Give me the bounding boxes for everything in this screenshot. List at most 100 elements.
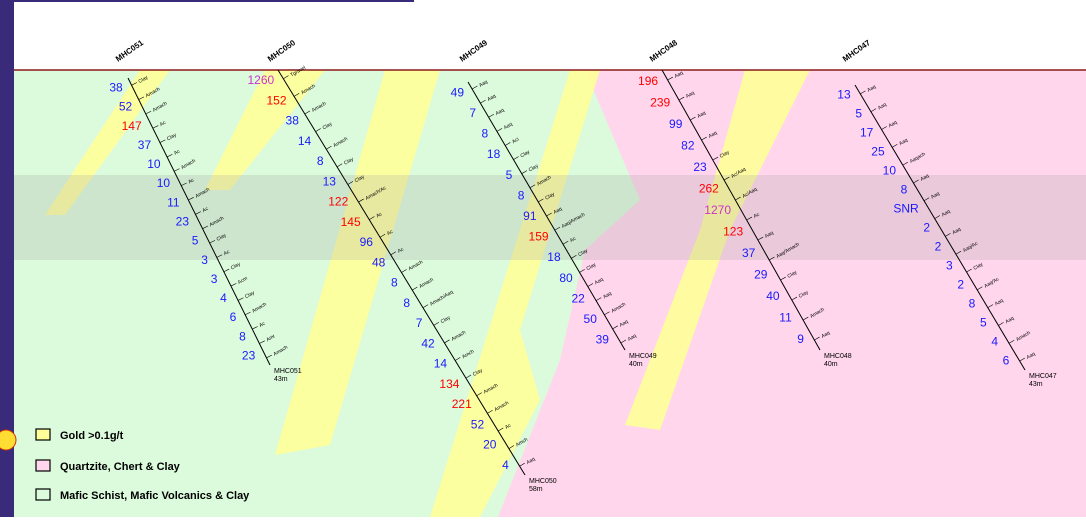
assay-value: 14	[298, 134, 312, 148]
depth-tick	[152, 125, 159, 129]
lithology-label: Amch	[515, 437, 529, 449]
depth-tick	[223, 268, 230, 272]
depth-tick	[315, 128, 321, 132]
depth-tick	[252, 326, 258, 330]
depth-tick	[166, 153, 173, 158]
lithology-label: Aaq	[619, 319, 630, 329]
legend-label-mafic: Mafic Schist, Mafic Volcanics & Clay	[60, 490, 250, 502]
lithology-label: Ac	[753, 211, 761, 219]
lithology-label: Clay	[544, 191, 556, 201]
gold-band-5	[625, 70, 810, 430]
lithology-label: Clay	[973, 261, 985, 271]
lithology-label: Aaq	[1026, 351, 1037, 361]
lithology-label: Aaq	[866, 84, 877, 94]
depth-tick	[465, 374, 472, 379]
depth-tick	[433, 321, 439, 326]
hole-name: MHC047	[841, 38, 872, 64]
lithology-label: Clay	[322, 121, 334, 131]
depth-tick	[293, 93, 300, 97]
assay-value: 38	[109, 81, 123, 95]
depth-tick	[508, 445, 515, 449]
assay-value: 39	[596, 333, 610, 347]
hole-name: MHC048	[648, 38, 679, 64]
depth-tick	[496, 128, 503, 132]
assay-value: 37	[138, 138, 152, 152]
lithology-label: Ac	[397, 246, 405, 254]
depth-tick	[476, 392, 482, 397]
depth-tick	[131, 82, 138, 86]
lithology-label: Aaq	[685, 90, 696, 100]
depth-tick	[791, 296, 798, 301]
assay-value: 8	[482, 127, 489, 141]
assay-value: 8	[518, 188, 525, 202]
depth-tick	[735, 196, 741, 201]
assay-value: 25	[871, 145, 885, 159]
assay-value: 262	[699, 181, 719, 195]
left-ornament	[0, 429, 17, 451]
depth-tick	[379, 233, 386, 238]
assay-value: 6	[1003, 354, 1010, 368]
lithology-label: Ac	[569, 236, 577, 244]
assay-value: 49	[451, 85, 465, 99]
depth-tick	[571, 255, 577, 259]
highlight-band	[14, 175, 1086, 260]
depth-tick	[444, 339, 450, 344]
legend-swatch-mafic	[35, 488, 51, 501]
depth-tick	[780, 276, 786, 281]
depth-tick	[923, 197, 930, 202]
assay-value: 10	[147, 157, 161, 171]
assay-value: 4	[991, 335, 998, 349]
lithology-label: Clay	[244, 290, 256, 300]
depth-tick	[304, 110, 311, 115]
legend-swatch-gold	[35, 428, 51, 441]
depth-tick	[497, 427, 504, 432]
hole-end-name: MHC050	[529, 478, 557, 485]
assay-value: 2	[957, 278, 964, 292]
depth-tick	[195, 211, 201, 215]
depth-tick	[480, 99, 486, 104]
hole-name: MHC050	[266, 38, 297, 64]
depth-tick	[216, 254, 223, 258]
depth-tick	[723, 176, 730, 181]
assay-value: 40	[766, 289, 780, 303]
assay-value: 10	[157, 176, 171, 190]
hole-end-name: MHC049	[629, 353, 657, 360]
assay-value: 7	[469, 106, 476, 120]
assay-value: 22	[571, 291, 585, 305]
depth-tick	[1008, 339, 1015, 344]
legend-swatch-quartzite	[35, 459, 51, 472]
assay-value: 4	[502, 458, 509, 472]
lithology-label: Aaq	[919, 173, 930, 183]
assay-value: 17	[860, 126, 874, 140]
depth-tick	[757, 236, 764, 241]
assay-value: 3	[946, 259, 953, 273]
assay-value: 11	[167, 195, 180, 209]
assay-value: 8	[239, 329, 246, 343]
assay-value: 1260	[247, 73, 274, 87]
depth-tick	[902, 161, 909, 166]
assay-value: 38	[286, 114, 300, 128]
depth-tick	[945, 233, 951, 237]
depth-tick	[159, 139, 166, 143]
lithology-label: Acm	[237, 276, 249, 286]
lithology-label: Clay	[719, 149, 731, 159]
lithology-label: Clay	[586, 262, 598, 272]
assay-value: 5	[980, 316, 987, 330]
depth-tick	[188, 197, 194, 201]
assay-value: 145	[341, 215, 361, 229]
depth-tick	[554, 226, 561, 231]
depth-tick	[955, 250, 962, 255]
depth-tick	[998, 322, 1004, 326]
hole-name: MHC051	[114, 38, 145, 64]
assay-value: 2	[935, 240, 942, 254]
lithology-label: Aaq	[888, 120, 899, 130]
lithology-label: Aaq	[708, 130, 719, 140]
hole-depth: 43m	[274, 376, 288, 383]
assay-value: 13	[323, 174, 337, 188]
lithology-label: Aaq	[526, 456, 537, 466]
assay-value: 8	[403, 296, 410, 310]
lithology-label: Clay	[343, 156, 355, 166]
lithology-label: Aaq	[898, 137, 909, 147]
assay-value: 134	[439, 377, 459, 391]
legend-label-quartzite: Quartzite, Chert & Clay	[60, 461, 181, 473]
